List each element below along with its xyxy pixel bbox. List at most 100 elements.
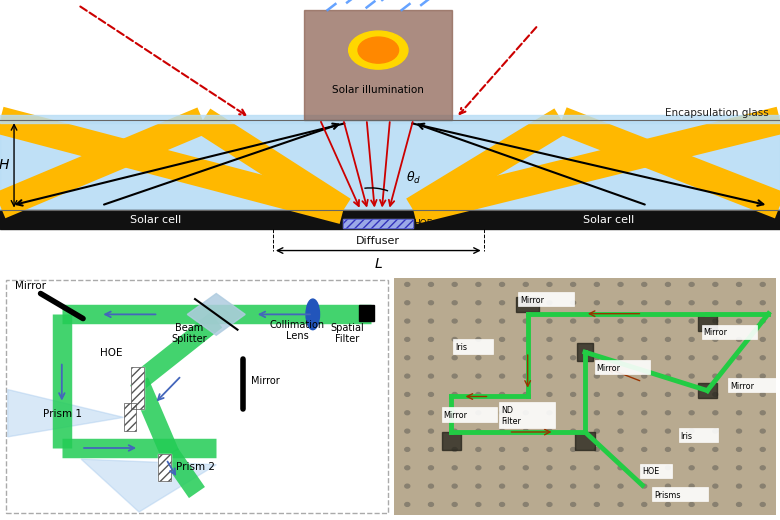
Bar	[640, 464, 672, 478]
Circle shape	[736, 448, 742, 451]
Bar	[0, 120, 780, 211]
Circle shape	[665, 374, 671, 378]
Circle shape	[476, 448, 480, 451]
Circle shape	[499, 319, 505, 323]
Circle shape	[618, 448, 623, 451]
Circle shape	[358, 37, 399, 63]
Text: $\theta_d$: $\theta_d$	[406, 170, 421, 186]
Circle shape	[476, 429, 480, 433]
Circle shape	[523, 429, 528, 433]
Circle shape	[523, 393, 528, 396]
Bar	[441, 432, 461, 450]
Circle shape	[547, 448, 552, 451]
Circle shape	[690, 374, 694, 378]
Circle shape	[476, 411, 480, 414]
Circle shape	[405, 319, 410, 323]
Circle shape	[594, 448, 599, 451]
Circle shape	[760, 484, 765, 488]
Circle shape	[665, 502, 671, 506]
Text: H: H	[0, 159, 9, 172]
Circle shape	[476, 466, 480, 470]
Bar	[499, 402, 555, 427]
Bar	[576, 432, 594, 450]
Text: HOE: HOE	[643, 467, 660, 476]
Circle shape	[547, 374, 552, 378]
Circle shape	[452, 393, 457, 396]
Bar	[652, 487, 707, 501]
Text: Prisms: Prisms	[654, 491, 680, 500]
Circle shape	[499, 411, 505, 414]
Circle shape	[571, 484, 576, 488]
Circle shape	[642, 374, 647, 378]
Polygon shape	[8, 389, 123, 437]
Circle shape	[642, 356, 647, 360]
Circle shape	[760, 301, 765, 305]
Circle shape	[713, 502, 718, 506]
Circle shape	[428, 429, 434, 433]
Circle shape	[736, 411, 742, 414]
Bar	[304, 10, 452, 120]
Circle shape	[428, 337, 434, 341]
Circle shape	[760, 374, 765, 378]
Text: Solar cell: Solar cell	[130, 215, 182, 225]
Text: L: L	[374, 256, 382, 270]
Text: Solar illumination: Solar illumination	[332, 85, 424, 95]
Circle shape	[690, 466, 694, 470]
Circle shape	[405, 466, 410, 470]
Circle shape	[665, 448, 671, 451]
Circle shape	[713, 484, 718, 488]
Circle shape	[571, 429, 576, 433]
Circle shape	[547, 337, 552, 341]
Circle shape	[476, 282, 480, 287]
Bar	[123, 404, 136, 431]
Circle shape	[642, 411, 647, 414]
Circle shape	[736, 319, 742, 323]
Circle shape	[618, 356, 623, 360]
Circle shape	[760, 448, 765, 451]
Circle shape	[523, 356, 528, 360]
Circle shape	[690, 411, 694, 414]
Circle shape	[428, 466, 434, 470]
Circle shape	[665, 319, 671, 323]
Circle shape	[642, 502, 647, 506]
Circle shape	[547, 411, 552, 414]
Circle shape	[642, 319, 647, 323]
Circle shape	[594, 429, 599, 433]
Circle shape	[428, 448, 434, 451]
Bar	[698, 383, 717, 398]
Circle shape	[642, 301, 647, 305]
Circle shape	[690, 448, 694, 451]
Circle shape	[665, 429, 671, 433]
Bar	[343, 219, 413, 228]
Text: Spatial
Filter: Spatial Filter	[331, 322, 364, 344]
Circle shape	[594, 319, 599, 323]
Circle shape	[690, 429, 694, 433]
Text: HOE: HOE	[101, 348, 123, 358]
Circle shape	[452, 429, 457, 433]
Circle shape	[547, 301, 552, 305]
Circle shape	[760, 393, 765, 396]
Text: Mirror: Mirror	[520, 296, 544, 305]
Circle shape	[547, 319, 552, 323]
Circle shape	[760, 356, 765, 360]
Circle shape	[760, 282, 765, 287]
Circle shape	[405, 301, 410, 305]
Circle shape	[642, 337, 647, 341]
Circle shape	[642, 484, 647, 488]
Text: Iris: Iris	[455, 343, 467, 352]
Circle shape	[594, 484, 599, 488]
Circle shape	[713, 393, 718, 396]
Circle shape	[428, 393, 434, 396]
Circle shape	[452, 282, 457, 287]
Circle shape	[476, 356, 480, 360]
Circle shape	[571, 411, 576, 414]
Circle shape	[736, 466, 742, 470]
Text: Mirror: Mirror	[730, 382, 754, 391]
Circle shape	[547, 502, 552, 506]
Circle shape	[405, 282, 410, 287]
Circle shape	[618, 319, 623, 323]
Polygon shape	[187, 293, 245, 335]
Bar	[577, 343, 593, 361]
Circle shape	[618, 301, 623, 305]
Circle shape	[571, 319, 576, 323]
